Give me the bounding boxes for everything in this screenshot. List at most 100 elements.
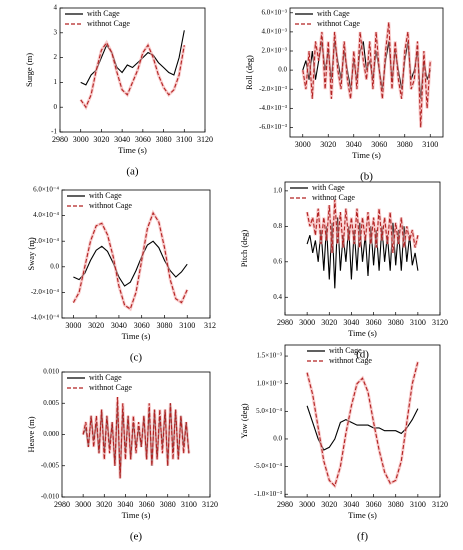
y-tick-label: 0.8 — [273, 222, 282, 230]
legend-label: with Cage — [89, 373, 122, 382]
y-tick-label: 2 — [54, 53, 58, 61]
x-axis-title: Time (s) — [118, 145, 147, 155]
x-tick-label: 3020 — [320, 140, 336, 149]
y-tick-label: 1.0×10⁻³ — [257, 379, 283, 387]
line-glow — [81, 396, 191, 479]
panel-label: (a) — [126, 166, 139, 178]
x-axis-title: Time (s) — [122, 331, 151, 341]
panel-label: (e) — [130, 531, 143, 543]
x-tick-label: 3000 — [75, 500, 91, 509]
x-tick-label: 3060 — [135, 135, 151, 144]
y-axis-title: Surge (m) — [24, 53, 34, 87]
legend-label: withnot Cage — [317, 19, 360, 28]
x-tick-label: 3000 — [299, 500, 315, 509]
x-tick-label: 2980 — [52, 135, 68, 144]
x-tick-label: 3000 — [65, 321, 81, 330]
y-tick-label: 1.0 — [273, 186, 282, 194]
y-tick-label: -2.0×10⁻³ — [259, 85, 287, 93]
x-axis-title: Time (s) — [122, 510, 151, 520]
x-tick-label: 3060 — [139, 500, 155, 509]
panel-label: (d) — [356, 349, 369, 361]
legend-label: withnot Cage — [312, 193, 355, 202]
legend-label: with Cage — [317, 9, 350, 18]
x-tick-label: 2980 — [277, 500, 293, 509]
y-tick-label: 2.0×10⁻³ — [262, 47, 288, 55]
x-tick-label: 3040 — [111, 321, 127, 330]
x-tick-label: 3100 — [410, 318, 426, 327]
y-axis-title: Pitch (deg) — [239, 230, 249, 268]
x-tick-label: 3000 — [295, 140, 311, 149]
x-tick-label: 3080 — [156, 135, 172, 144]
x-tick-label: 3000 — [73, 135, 89, 144]
x-tick-label: 312 — [204, 321, 216, 330]
y-axis-title: Roll (deg) — [244, 55, 254, 90]
x-tick-label: 3040 — [343, 500, 359, 509]
y-axis-title: Yaw (deg) — [239, 403, 249, 438]
line-glow — [305, 199, 420, 254]
line-glow — [79, 39, 186, 111]
plot-frame — [61, 189, 211, 319]
x-axis-title: Time (s) — [348, 328, 377, 338]
legend-label: with Cage — [87, 9, 120, 18]
legend-label: withnot Cage — [329, 356, 372, 365]
legend-label: with Cage — [89, 191, 122, 200]
y-axis-title: Heave (m) — [26, 416, 36, 452]
series-line — [306, 199, 419, 253]
legend-label: withnot Cage — [87, 19, 130, 28]
x-tick-label: 3080 — [397, 140, 413, 149]
series-line — [72, 211, 188, 310]
y-tick-label: 4.0×10⁻⁴ — [33, 211, 59, 219]
line-glow — [305, 361, 420, 489]
x-tick-label: 3020 — [93, 135, 109, 144]
y-tick-label: -5.0×10⁻⁴ — [254, 462, 283, 470]
x-tick-label: 3080 — [160, 500, 176, 509]
y-tick-label: 4.0×10⁻³ — [262, 27, 288, 35]
y-tick-label: -1 — [51, 128, 57, 136]
x-tick-label: 2980 — [54, 500, 70, 509]
x-tick-label: 3000 — [299, 318, 315, 327]
x-tick-label: 3060 — [366, 318, 382, 327]
y-tick-label: 0.0 — [50, 262, 59, 270]
x-tick-label: 3020 — [96, 500, 112, 509]
x-tick-label: 3040 — [117, 500, 133, 509]
x-tick-label: 3100 — [410, 500, 426, 509]
x-tick-label: 3060 — [134, 321, 150, 330]
series-line — [80, 41, 185, 109]
y-tick-label: -4.0×10⁻³ — [259, 104, 287, 112]
y-tick-label: 6.0×10⁻³ — [262, 8, 288, 16]
x-tick-label: 3100 — [176, 135, 192, 144]
y-tick-label: 4 — [54, 4, 58, 12]
x-tick-label: 3100 — [181, 500, 197, 509]
x-tick-label: 3080 — [388, 318, 404, 327]
series-line — [306, 361, 419, 487]
y-tick-label: -6.0×10⁻³ — [259, 123, 287, 131]
y-tick-label: 3 — [54, 28, 58, 36]
x-tick-label: 3060 — [366, 500, 382, 509]
y-tick-label: 0 — [54, 103, 58, 111]
y-tick-label: -0.010 — [41, 493, 60, 501]
x-tick-label: 3120 — [197, 135, 213, 144]
plot-frame — [284, 181, 441, 316]
x-tick-label: 3120 — [202, 500, 218, 509]
y-tick-label: 1.5×10⁻³ — [257, 352, 283, 360]
y-tick-label: 2.0×10⁻⁴ — [33, 237, 59, 245]
y-tick-label: 5.0×10⁻⁴ — [256, 407, 282, 415]
x-tick-label: 3020 — [321, 318, 337, 327]
x-tick-label: 3020 — [321, 500, 337, 509]
series-line — [302, 22, 431, 128]
plot-frame — [284, 344, 441, 498]
x-tick-label: 3100 — [179, 321, 195, 330]
y-tick-label: -4.0×10⁻⁴ — [31, 314, 60, 322]
x-axis-title: Time (s) — [348, 510, 377, 520]
x-tick-label: 2980 — [277, 318, 293, 327]
x-tick-label: 3100 — [422, 140, 438, 149]
legend-label: with Cage — [329, 346, 362, 355]
x-tick-label: 3040 — [346, 140, 362, 149]
y-tick-label: 0.0 — [273, 435, 282, 443]
x-tick-label: 3020 — [88, 321, 104, 330]
x-tick-label: 3060 — [371, 140, 387, 149]
y-axis-title: Sway (m) — [26, 237, 36, 270]
legend-label: with Cage — [312, 183, 345, 192]
y-tick-label: 0.000 — [43, 430, 59, 438]
